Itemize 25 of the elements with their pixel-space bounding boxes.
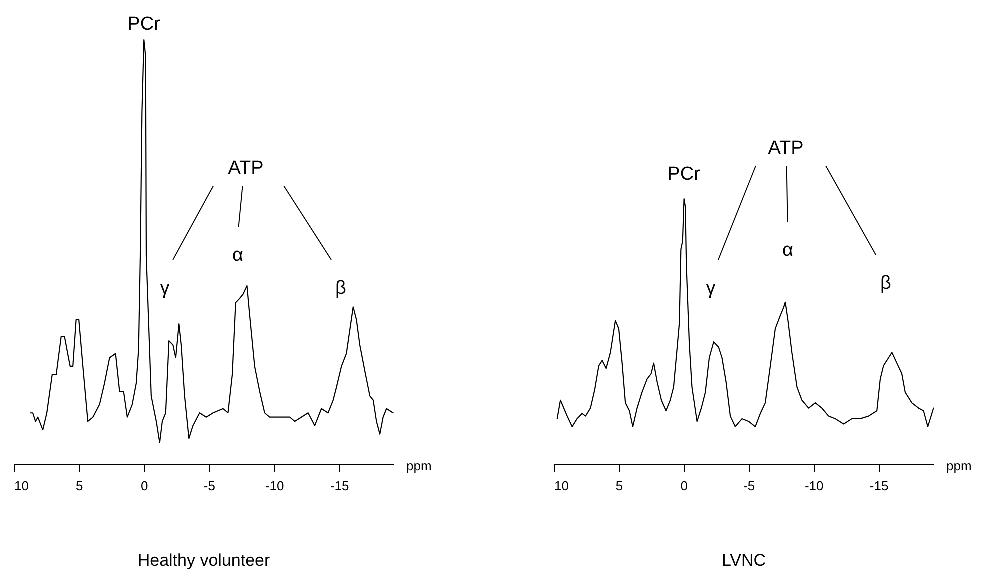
x-tick-label: -15 [330,478,350,494]
x-tick-label: 0 [680,478,688,494]
x-tick-label: 0 [141,478,148,494]
annotation: α [782,240,794,261]
x-axis-title: ppm [946,458,972,474]
x-axis-title: ppm [406,458,432,474]
annotation: β [880,273,892,294]
x-tick-label: -10 [265,478,284,494]
annotation: ATP [228,158,264,179]
x-tick-label: -5 [204,478,216,494]
x-tick-label: 10 [14,478,29,494]
x-tick-label: 5 [616,478,624,494]
annotation: γ [160,278,170,299]
annotation: α [232,245,244,266]
text: PCr [128,14,162,35]
annotation: γ [706,278,716,299]
annotation: β [336,278,347,299]
x-tick-label: -15 [870,478,889,494]
text: ATP [768,138,804,159]
x-tick-label: -5 [744,478,756,494]
x-tick-label: 5 [76,478,84,494]
text: LVNC [722,551,766,570]
x-tick-label: 10 [554,478,569,494]
text: PCr [668,164,702,185]
x-tick-label: -10 [804,478,824,494]
